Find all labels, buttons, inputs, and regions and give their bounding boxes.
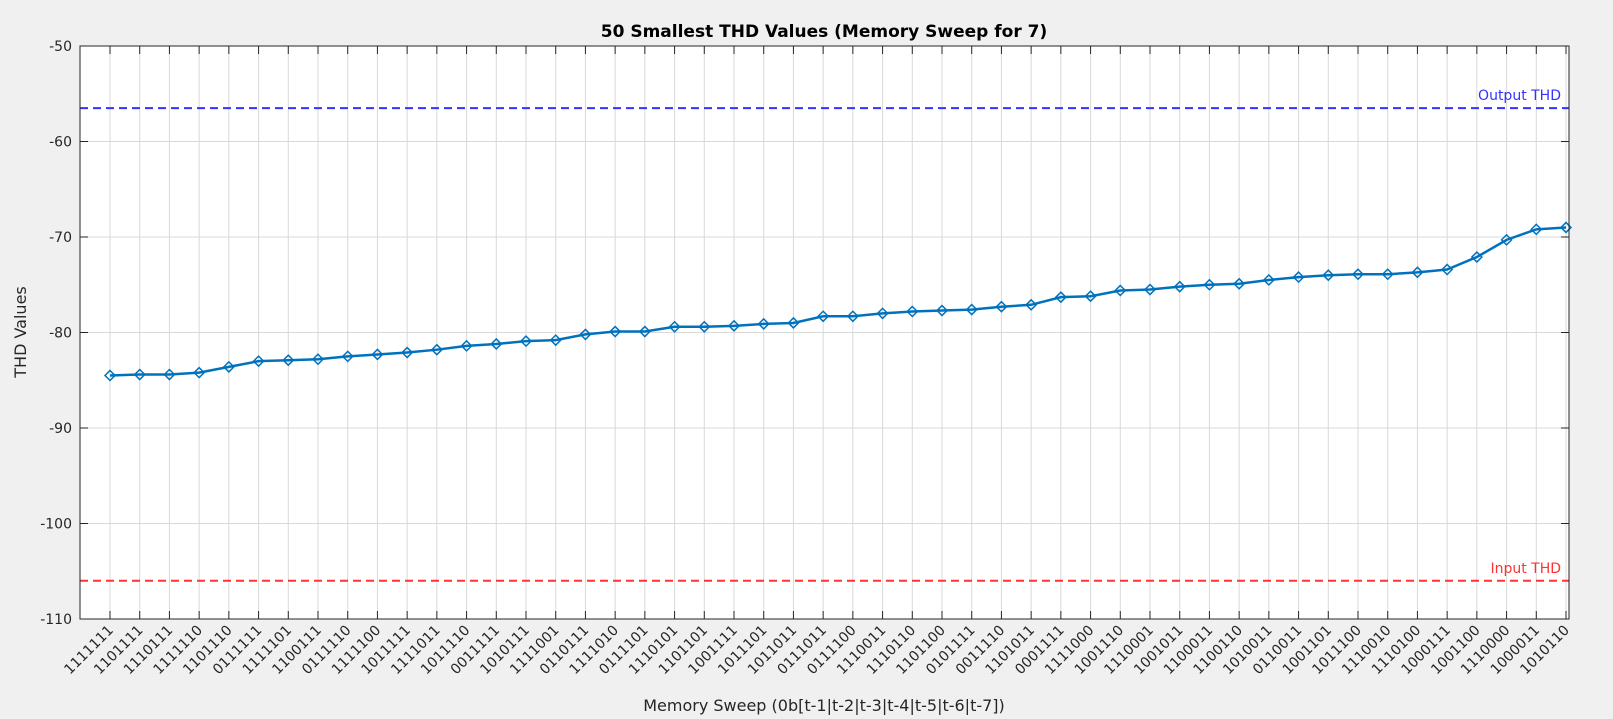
data-point bbox=[549, 334, 562, 347]
data-point bbox=[1173, 280, 1186, 293]
data-point bbox=[787, 316, 800, 330]
data-point bbox=[638, 325, 651, 338]
grid bbox=[80, 45, 1569, 620]
data-point bbox=[1530, 223, 1543, 236]
y-tick-label: -110 bbox=[40, 612, 72, 628]
y-tick-label: -70 bbox=[49, 230, 72, 246]
series bbox=[103, 221, 1573, 382]
data-point bbox=[519, 335, 533, 348]
y-tick-label: -100 bbox=[40, 517, 72, 533]
data-point bbox=[1203, 278, 1216, 291]
reference-lines: Output THD Input THD bbox=[80, 88, 1569, 582]
y-tick-label: -50 bbox=[49, 39, 72, 55]
y-axis-ticks: -110 -100 -90 -80 -70 -60 -50 bbox=[40, 39, 1569, 628]
data-point bbox=[430, 343, 443, 356]
y-tick-label: -90 bbox=[49, 421, 72, 437]
data-point bbox=[371, 348, 384, 361]
data-point bbox=[1381, 268, 1394, 281]
data-point bbox=[1084, 290, 1097, 303]
data-point bbox=[1292, 271, 1305, 284]
data-point bbox=[103, 369, 117, 382]
data-point bbox=[460, 339, 473, 352]
data-point bbox=[311, 353, 325, 366]
data-point bbox=[1411, 266, 1424, 279]
data-point bbox=[935, 304, 949, 317]
data-point bbox=[846, 310, 859, 323]
data-point bbox=[1470, 250, 1483, 264]
y-axis-label: THD Values bbox=[11, 286, 30, 378]
data-point bbox=[163, 368, 176, 381]
data-point bbox=[817, 310, 830, 323]
data-point bbox=[1054, 291, 1067, 304]
data-point bbox=[1322, 269, 1335, 282]
y-tick-label: -60 bbox=[49, 135, 72, 151]
data-point bbox=[222, 360, 235, 373]
data-point bbox=[965, 303, 978, 316]
data-point bbox=[1143, 283, 1157, 296]
reference-line-label: Input THD bbox=[1490, 561, 1561, 577]
data-point bbox=[995, 300, 1008, 313]
data-point bbox=[490, 337, 503, 351]
data-point bbox=[1262, 273, 1275, 287]
data-point bbox=[252, 355, 265, 368]
data-point bbox=[1114, 284, 1127, 297]
data-point bbox=[282, 354, 295, 367]
data-point bbox=[1233, 277, 1246, 290]
chart-title: 50 Smallest THD Values (Memory Sweep for… bbox=[601, 22, 1047, 42]
data-point bbox=[609, 325, 622, 338]
data-point bbox=[727, 319, 741, 332]
data-point bbox=[1351, 268, 1365, 281]
y-tick-label: -80 bbox=[49, 326, 72, 342]
data-point bbox=[906, 305, 919, 318]
data-point bbox=[193, 366, 206, 379]
data-point bbox=[1025, 298, 1038, 311]
x-axis-ticks: 1111111110111111101111111110110111001111… bbox=[61, 46, 1573, 678]
reference-line-label: Output THD bbox=[1478, 88, 1561, 104]
data-point bbox=[341, 350, 354, 363]
x-axis-label: Memory Sweep (0b[t-1|t-2|t-3|t-4|t-5|t-6… bbox=[643, 696, 1005, 715]
data-point bbox=[668, 320, 681, 333]
data-point bbox=[698, 320, 711, 333]
data-point bbox=[1441, 263, 1454, 276]
data-point bbox=[757, 317, 770, 330]
data-point bbox=[133, 368, 146, 381]
data-point bbox=[579, 328, 592, 341]
data-point bbox=[876, 307, 889, 320]
data-point bbox=[401, 346, 414, 359]
data-point bbox=[1500, 233, 1513, 246]
